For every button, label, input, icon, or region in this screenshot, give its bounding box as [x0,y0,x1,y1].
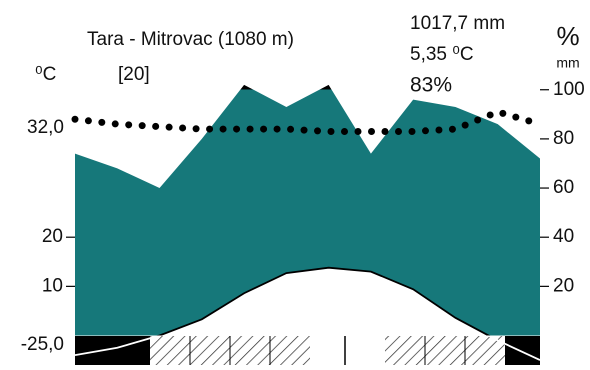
y2-tick-label: 40 [553,226,574,247]
y-tick-label: 10 [42,275,63,296]
annual-precipitation: 1017,7 mm [410,13,505,34]
mean-humidity: 83% [410,74,452,97]
y2-tick-label: 20 [553,275,574,296]
y2-tick-label: 80 [553,128,574,149]
chart-title: Tara - Mitrovac (1080 m) [87,29,294,50]
years: [20] [118,64,150,85]
precipitation-area [75,84,540,336]
frost-certain [505,336,540,365]
y2-tick-label: 100 [553,79,585,100]
humidity-dots [71,108,544,136]
y2-axis-label: % [556,21,579,51]
temperature-line [74,266,541,361]
frost-free [310,336,385,365]
y-tick-label: 20 [42,226,63,247]
extreme-max: 32,0 [27,117,64,138]
y2-axis-label: mm [556,55,579,71]
y2-tick-label: 60 [553,177,574,198]
frost-probable [385,336,505,365]
y-axis-label: ⁰C [35,64,56,85]
extreme-min: -25,0 [21,334,64,355]
frost-bar [75,336,540,365]
frost-certain [75,336,150,365]
mean-temperature: 5,35 ⁰C [410,44,474,65]
